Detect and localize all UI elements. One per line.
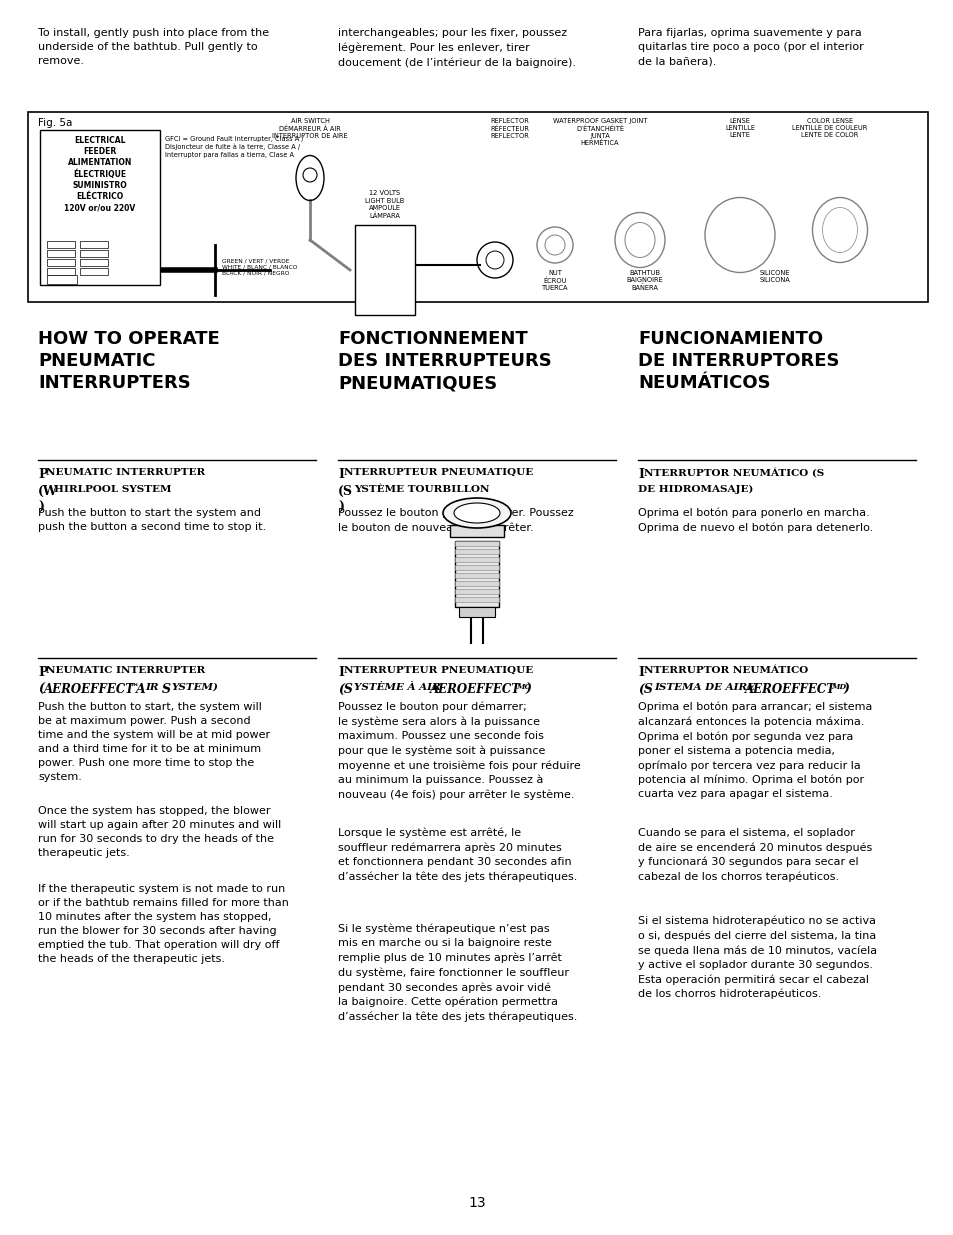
Text: ELECTRICAL
FEEDER
ALIMENTATION
ÉLECTRIQUE
SUMINISTRO
ELÉCTRICO
120V or/ou 220V: ELECTRICAL FEEDER ALIMENTATION ÉLECTRIQU… — [64, 136, 135, 212]
Text: S: S — [162, 683, 171, 697]
Text: DE HIDROMASAJE): DE HIDROMASAJE) — [638, 485, 753, 494]
Text: WATERPROOF GASKET JOINT
D’ÉTANCHÉITÉ
JUNTA
HERMÉTICA: WATERPROOF GASKET JOINT D’ÉTANCHÉITÉ JUN… — [552, 119, 646, 146]
Text: To install, gently push into place from the
underside of the bathtub. Pull gentl: To install, gently push into place from … — [38, 28, 269, 65]
Bar — [47, 249, 75, 257]
Text: (S: (S — [638, 683, 652, 697]
Text: Si el sistema hidroterapéutico no se activa
o si, después del cierre del sistema: Si el sistema hidroterapéutico no se act… — [638, 916, 876, 999]
Text: Lorsque le système est arrêté, le
souffleur redémarrera après 20 minutes
et fonc: Lorsque le système est arrêté, le souffl… — [337, 827, 577, 882]
Text: Oprima el botón para arrancar; el sistema
alcanzará entonces la potencia máxima.: Oprima el botón para arrancar; el sistem… — [638, 701, 871, 799]
Text: interchangeables; pour les fixer, poussez
légèrement. Pour les enlever, tirer
do: interchangeables; pour les fixer, pousse… — [337, 28, 576, 68]
Text: ISTEMA DE AIRE: ISTEMA DE AIRE — [654, 683, 758, 692]
Bar — [455, 580, 498, 585]
Text: NEUMATIC INTERRUPTER: NEUMATIC INTERRUPTER — [46, 468, 205, 477]
Text: HOW TO OPERATE
PNEUMATIC
INTERRUPTERS: HOW TO OPERATE PNEUMATIC INTERRUPTERS — [38, 330, 219, 393]
Text: AEROEFFECT: AEROEFFECT — [44, 683, 135, 697]
Text: NTERRUPTOR NEUMÁTICO: NTERRUPTOR NEUMÁTICO — [643, 666, 807, 676]
Text: NUT
ÉCROU
TUERCA: NUT ÉCROU TUERCA — [541, 270, 568, 290]
Text: Fig. 5a: Fig. 5a — [38, 119, 72, 128]
Text: (S: (S — [337, 683, 353, 697]
Text: YSTEM): YSTEM) — [171, 683, 217, 692]
Text: MD: MD — [830, 683, 845, 692]
Text: (S: (S — [337, 485, 353, 498]
Bar — [455, 589, 498, 594]
Text: Poussez le bouton pour démarrer. Poussez
le bouton de nouveau pour arrêter.: Poussez le bouton pour démarrer. Poussez… — [337, 508, 573, 534]
Text: NTERRUPTEUR PNEUMATIQUE: NTERRUPTEUR PNEUMATIQUE — [344, 666, 533, 676]
Text: Push the button to start, the system will
be at maximum power. Push a second
tim: Push the button to start, the system wil… — [38, 701, 270, 782]
Bar — [455, 597, 498, 601]
Text: BATHTUB
BAIGNOIRE
BAÑERA: BATHTUB BAIGNOIRE BAÑERA — [626, 270, 662, 291]
Text: If the therapeutic system is not made to run
or if the bathtub remains filled fo: If the therapeutic system is not made to… — [38, 884, 289, 965]
Text: I: I — [638, 468, 643, 480]
Text: FONCTIONNEMENT
DES INTERRUPTEURS
PNEUMATIQUES: FONCTIONNEMENT DES INTERRUPTEURS PNEUMAT… — [337, 330, 551, 393]
Text: I: I — [337, 666, 343, 679]
Text: ): ) — [337, 501, 344, 514]
Text: A: A — [136, 683, 146, 697]
Bar — [80, 268, 108, 275]
Bar — [450, 525, 503, 537]
Text: P: P — [38, 468, 48, 480]
Bar — [47, 241, 75, 248]
Bar — [80, 241, 108, 248]
Bar — [47, 259, 75, 266]
Text: NTERRUPTEUR PNEUMATIQUE: NTERRUPTEUR PNEUMATIQUE — [344, 468, 533, 477]
Bar — [28, 112, 927, 303]
Text: AIR SWITCH
DÉMARREUR À AIR
INTERRUPTOR DE AIRE: AIR SWITCH DÉMARREUR À AIR INTERRUPTOR D… — [272, 119, 348, 138]
Text: GFCI: GFCI — [55, 275, 69, 282]
Ellipse shape — [454, 503, 499, 522]
Text: NTERRUPTOR NEUMÁTICO (S: NTERRUPTOR NEUMÁTICO (S — [643, 468, 823, 478]
Text: GFCI = Ground Fault Interrupter, Class A /
Disjoncteur de fuite à la terre, Clas: GFCI = Ground Fault Interrupter, Class A… — [165, 136, 303, 158]
Bar — [80, 249, 108, 257]
Text: Push the button to start the system and
push the button a second time to stop it: Push the button to start the system and … — [38, 508, 266, 532]
Bar — [47, 275, 77, 284]
Bar — [40, 130, 160, 285]
Text: Cuando se para el sistema, el soplador
de aire se encenderá 20 minutos después
y: Cuando se para el sistema, el soplador d… — [638, 827, 871, 882]
Bar — [80, 259, 108, 266]
Text: REFLECTOR
RÉFECTEUR
REFLECTOR: REFLECTOR RÉFECTEUR REFLECTOR — [490, 119, 529, 138]
Text: NEUMATIC INTERRUPTER: NEUMATIC INTERRUPTER — [46, 666, 205, 676]
Text: YSTÈME TOURBILLON: YSTÈME TOURBILLON — [354, 485, 489, 494]
Text: Once the system has stopped, the blower
will start up again after 20 minutes and: Once the system has stopped, the blower … — [38, 806, 281, 858]
Text: LENSE
LENTILLE
LENTE: LENSE LENTILLE LENTE — [724, 119, 754, 138]
Text: AEROEFFECT: AEROEFFECT — [430, 683, 520, 697]
Bar — [458, 606, 495, 618]
Text: 13: 13 — [468, 1195, 485, 1210]
Text: SILICONE
SILICONA: SILICONE SILICONA — [759, 270, 789, 283]
Text: Poussez le bouton pour démarrer;
le système sera alors à la puissance
maximum. P: Poussez le bouton pour démarrer; le syst… — [337, 701, 580, 800]
Text: ): ) — [38, 501, 44, 514]
Bar — [455, 557, 498, 562]
Text: Oprima el botón para ponerlo en marcha.
Oprima de nuevo el botón para detenerlo.: Oprima el botón para ponerlo en marcha. … — [638, 508, 872, 534]
Text: Si le système thérapeutique n’est pas
mis en marche ou si la baignoire reste
rem: Si le système thérapeutique n’est pas mi… — [337, 924, 577, 1023]
Text: GREEN / VERT / VERDE
WHITE / BLANC / BLANCO
BLACK / NOIR / NEGRO: GREEN / VERT / VERDE WHITE / BLANC / BLA… — [222, 258, 297, 275]
Text: COLOR LENSE
LENTILLE DE COULEUR
LENTE DE COLOR: COLOR LENSE LENTILLE DE COULEUR LENTE DE… — [792, 119, 867, 138]
Text: MC: MC — [516, 683, 530, 692]
Text: Para fijarlas, oprima suavemente y para
quitarlas tire poco a poco (por el inter: Para fijarlas, oprima suavemente y para … — [638, 28, 862, 65]
Bar — [455, 573, 498, 578]
Text: IR: IR — [145, 683, 162, 692]
Text: 12 VOLTS
LIGHT BULB
AMPOULE
LÁMPARA: 12 VOLTS LIGHT BULB AMPOULE LÁMPARA — [365, 190, 404, 219]
Text: YSTÈME À AIR: YSTÈME À AIR — [354, 683, 444, 692]
Text: I: I — [638, 666, 643, 679]
Text: ™: ™ — [130, 683, 139, 692]
Text: HIRLPOOL SYSTEM: HIRLPOOL SYSTEM — [54, 485, 172, 494]
Ellipse shape — [442, 498, 511, 529]
Bar — [455, 541, 498, 606]
Text: I: I — [337, 468, 343, 480]
Text: ): ) — [842, 683, 848, 697]
Bar — [47, 268, 75, 275]
Text: (: ( — [38, 683, 44, 697]
Text: ): ) — [524, 683, 530, 697]
Bar — [455, 541, 498, 546]
Text: AEROEFFECT: AEROEFFECT — [744, 683, 835, 697]
Text: P: P — [38, 666, 48, 679]
Bar — [455, 564, 498, 571]
Bar — [455, 550, 498, 555]
Bar — [355, 225, 415, 315]
Text: FUNCIONAMIENTO
DE INTERRUPTORES
NEUMÁTICOS: FUNCIONAMIENTO DE INTERRUPTORES NEUMÁTIC… — [638, 330, 839, 393]
Text: (W: (W — [38, 485, 58, 498]
